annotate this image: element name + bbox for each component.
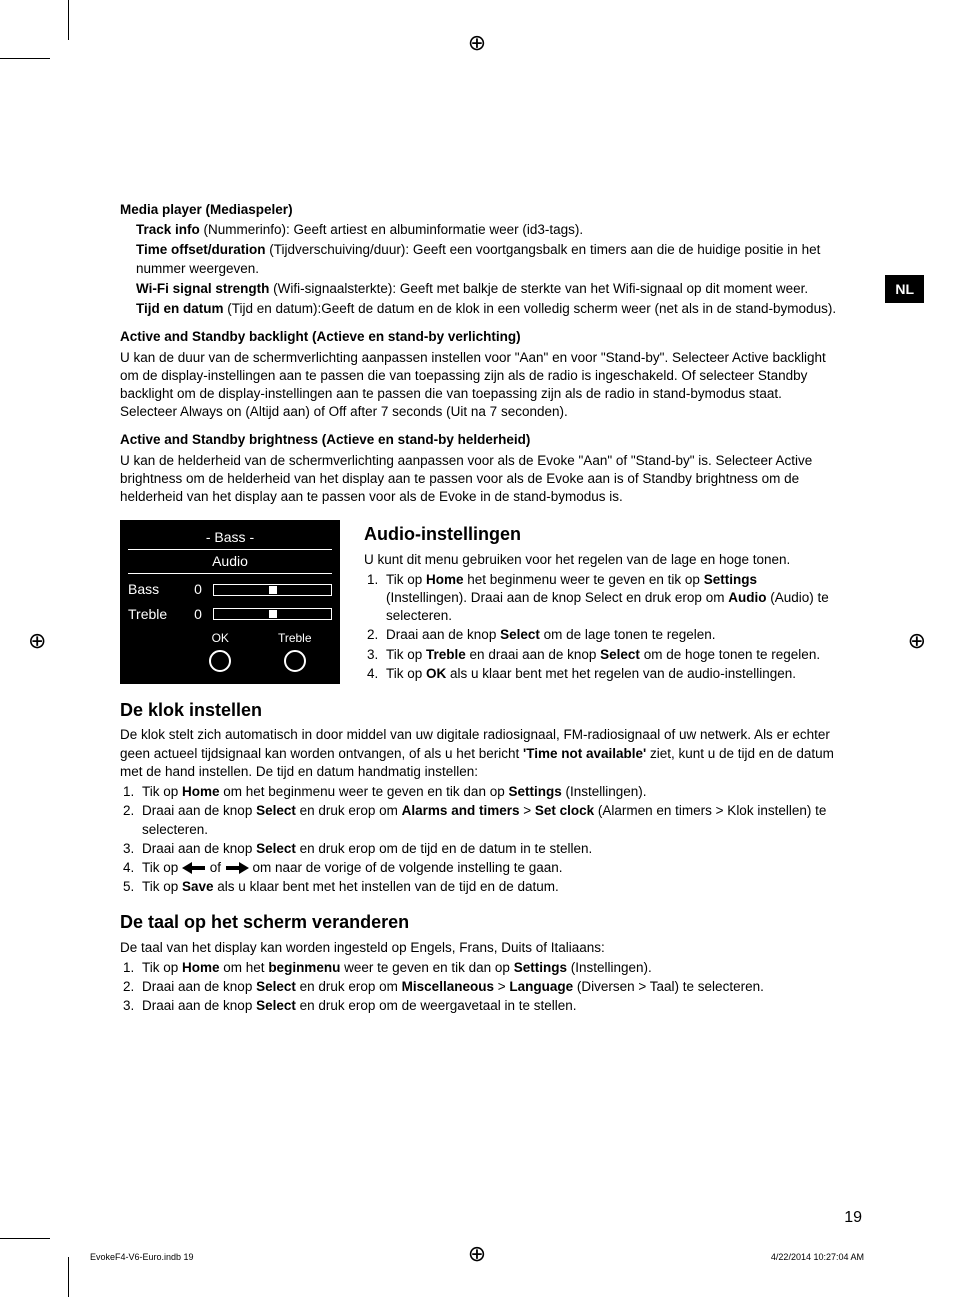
clock-heading: De klok instellen [120,698,840,722]
clock-intro: De klok stelt zich automatisch in door m… [120,726,840,781]
audio-widget-title: Audio [128,549,332,574]
audio-widget-bass-header: - Bass - [128,528,332,547]
list-item: Tik op Home om het beginmenu weer te gev… [138,783,840,801]
audio-settings-intro: U kunt dit menu gebruiken voor het regel… [364,551,840,569]
audio-widget: - Bass - Audio Bass 0 Treble 0 OK [120,520,340,684]
ok-button-label: OK [183,630,258,672]
audio-row-treble: Treble 0 [128,605,332,624]
section-backlight-title: Active and Standby backlight (Actieve en… [120,328,840,346]
audio-settings-heading: Audio-instellingen [364,522,840,546]
footer-right: 4/22/2014 10:27:04 AM [771,1252,864,1262]
footer: EvokeF4-V6-Euro.indb 19 4/22/2014 10:27:… [90,1252,864,1262]
list-item: Tik op Home het beginmenu weer te geven … [382,571,840,626]
list-item: Tik op Save als u klaar bent met het ins… [138,878,840,896]
treble-button-label: Treble [258,630,333,672]
treble-button-icon [284,650,306,672]
bass-slider [213,584,332,596]
list-item: Tik op Treble en draai aan de knop Selec… [382,646,840,664]
section-brightness-title: Active and Standby brightness (Actieve e… [120,431,840,449]
list-item: Tik op Home om het beginmenu weer te gev… [138,959,840,977]
section-backlight-body: U kan de duur van de schermverlichting a… [120,349,840,422]
list-item: Draai aan de knop Select en druk erop om… [138,978,840,996]
registration-mark-icon: ⊕ [28,628,46,654]
list-item: Draai aan de knop Select en druk erop om… [138,840,840,858]
audio-row-bass: Bass 0 [128,580,332,599]
registration-mark-icon: ⊕ [468,30,486,56]
registration-mark-icon: ⊕ [908,628,926,654]
section-brightness-body: U kan de helderheid van de schermverlich… [120,452,840,507]
section-media-player-title: Media player (Mediaspeler) [120,201,840,219]
list-item: Draai aan de knop Select en druk erop om… [138,997,840,1015]
treble-slider [213,608,332,620]
clock-steps: Tik op Home om het beginmenu weer te gev… [120,783,840,896]
language-tab: NL [885,275,924,303]
page-number: 19 [844,1209,862,1227]
ok-button-icon [209,650,231,672]
language-heading: De taal op het scherm veranderen [120,910,840,934]
language-steps: Tik op Home om het beginmenu weer te gev… [120,959,840,1016]
list-item: Tik op OK als u klaar bent met het regel… [382,665,840,683]
footer-left: EvokeF4-V6-Euro.indb 19 [90,1252,194,1262]
language-intro: De taal van het display kan worden inges… [120,939,840,957]
list-item: Tik op of om naar de vorige of de volgen… [138,859,840,877]
section-media-player-body: Track info (Nummerinfo): Geeft artiest e… [136,221,840,318]
page-content: Media player (Mediaspeler) Track info (N… [120,195,840,1017]
audio-settings-steps: Tik op Home het beginmenu weer te geven … [364,571,840,683]
list-item: Draai aan de knop Select en druk erop om… [138,802,840,838]
list-item: Draai aan de knop Select om de lage tone… [382,626,840,644]
